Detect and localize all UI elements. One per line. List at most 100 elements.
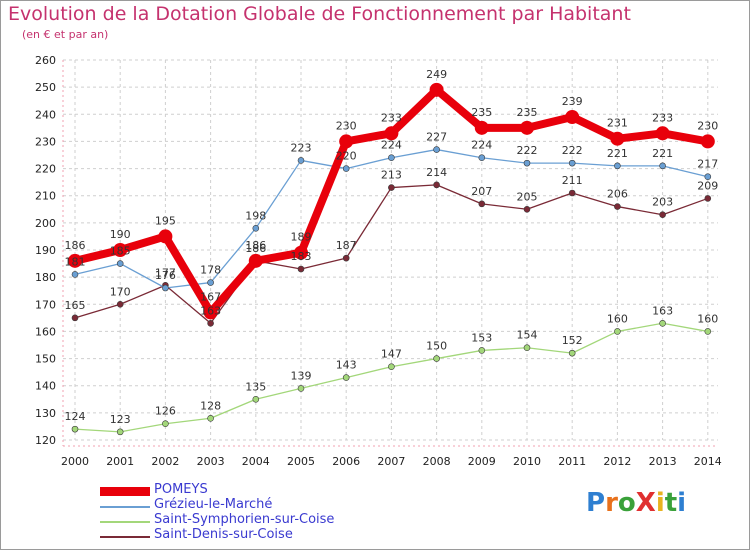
y-tick-label-260: 260 bbox=[35, 54, 56, 67]
data-label-saint-denis-sur-coise-2000: 165 bbox=[65, 299, 86, 312]
data-label-grezieu-le-marche-2000: 181 bbox=[65, 255, 86, 268]
legend-swatch-pomeys bbox=[100, 487, 150, 496]
y-tick-label-190: 190 bbox=[35, 244, 56, 257]
point-saint-symphorien-sur-coise-2005 bbox=[297, 385, 305, 392]
point-pomeys-2002 bbox=[158, 229, 173, 244]
data-label-saint-symphorien-sur-coise-2003: 128 bbox=[200, 399, 221, 412]
data-label-saint-symphorien-sur-coise-2005: 139 bbox=[291, 369, 312, 382]
data-label-pomeys-2014: 230 bbox=[697, 119, 718, 132]
data-label-saint-denis-sur-coise-2008: 214 bbox=[426, 166, 447, 179]
point-pomeys-2012 bbox=[610, 131, 625, 146]
x-tick-label-2009: 2009 bbox=[468, 455, 496, 468]
point-saint-denis-sur-coise-2011 bbox=[568, 189, 576, 197]
point-saint-denis-sur-coise-2007 bbox=[388, 184, 395, 191]
logo-letter: t bbox=[664, 488, 678, 518]
data-label-grezieu-le-marche-2012: 221 bbox=[607, 147, 628, 160]
point-grezieu-le-marche-2005 bbox=[297, 157, 305, 164]
point-saint-symphorien-sur-coise-2008 bbox=[433, 355, 440, 362]
data-label-pomeys-2012: 231 bbox=[607, 117, 628, 130]
data-label-pomeys-2003: 167 bbox=[200, 290, 221, 303]
point-saint-denis-sur-coise-2006 bbox=[342, 254, 350, 262]
data-label-pomeys-2004: 186 bbox=[245, 239, 266, 252]
data-label-pomeys-2013: 233 bbox=[652, 111, 673, 124]
point-grezieu-le-marche-2003 bbox=[207, 279, 214, 286]
data-label-pomeys-2000: 186 bbox=[65, 239, 86, 252]
point-saint-denis-sur-coise-2010 bbox=[523, 205, 531, 213]
data-label-layer: 186 190 195 167 186 189 230 233 249 235 235 239 231 2… bbox=[65, 68, 719, 426]
x-tick-label-2011: 2011 bbox=[558, 455, 586, 468]
point-saint-symphorien-sur-coise-2013 bbox=[659, 319, 666, 327]
point-grezieu-le-marche-2008 bbox=[433, 146, 440, 153]
data-label-saint-symphorien-sur-coise-2012: 160 bbox=[607, 312, 628, 325]
point-grezieu-le-marche-2004 bbox=[252, 224, 260, 232]
data-label-grezieu-le-marche-2009: 224 bbox=[471, 139, 492, 152]
data-label-grezieu-le-marche-2002: 176 bbox=[155, 269, 176, 282]
proxiti-logo: ProXiti bbox=[586, 488, 686, 518]
logo-letter: i bbox=[677, 488, 687, 518]
point-grezieu-le-marche-2006 bbox=[342, 165, 350, 172]
chart-title: Evolution de la Dotation Globale de Fonc… bbox=[8, 3, 631, 25]
point-pomeys-2007 bbox=[384, 126, 399, 141]
point-saint-symphorien-sur-coise-2003 bbox=[207, 414, 214, 422]
point-saint-symphorien-sur-coise-2000 bbox=[71, 425, 79, 433]
y-tick-label-250: 250 bbox=[35, 81, 56, 94]
point-pomeys-2000 bbox=[68, 253, 82, 268]
data-label-saint-denis-sur-coise-2009: 207 bbox=[471, 185, 492, 198]
data-label-saint-symphorien-sur-coise-2007: 147 bbox=[381, 348, 402, 361]
y-tick-label-200: 200 bbox=[35, 217, 56, 230]
data-label-saint-denis-sur-coise-2011: 211 bbox=[562, 174, 583, 187]
x-tick-label-2013: 2013 bbox=[649, 455, 677, 468]
point-saint-denis-sur-coise-2009 bbox=[478, 200, 486, 208]
data-label-saint-denis-sur-coise-2002: 177 bbox=[155, 266, 176, 279]
data-label-pomeys-2001: 190 bbox=[110, 228, 131, 241]
data-label-pomeys-2008: 249 bbox=[426, 68, 447, 81]
point-grezieu-le-marche-2014 bbox=[704, 173, 712, 181]
data-label-grezieu-le-marche-2013: 221 bbox=[652, 147, 673, 160]
point-pomeys-2009 bbox=[474, 120, 489, 135]
data-label-grezieu-le-marche-2005: 223 bbox=[291, 141, 312, 154]
data-label-grezieu-le-marche-2010: 222 bbox=[517, 144, 538, 157]
point-saint-symphorien-sur-coise-2002 bbox=[162, 420, 169, 428]
point-saint-symphorien-sur-coise-2006 bbox=[342, 374, 350, 381]
y-tick-label-130: 130 bbox=[35, 407, 56, 420]
point-grezieu-le-marche-2012 bbox=[614, 162, 621, 170]
data-label-saint-denis-sur-coise-2013: 203 bbox=[652, 196, 673, 209]
data-label-saint-symphorien-sur-coise-2004: 135 bbox=[245, 380, 266, 393]
data-label-saint-denis-sur-coise-2014: 209 bbox=[697, 179, 718, 192]
legend-label-pomeys: POMEYS bbox=[154, 482, 208, 497]
y-tick-label-170: 170 bbox=[35, 298, 56, 311]
point-saint-symphorien-sur-coise-2011 bbox=[568, 349, 576, 357]
data-label-saint-symphorien-sur-coise-2008: 150 bbox=[426, 340, 447, 353]
point-pomeys-2004 bbox=[248, 253, 263, 268]
data-label-saint-symphorien-sur-coise-2014: 160 bbox=[697, 312, 718, 325]
y-tick-label-240: 240 bbox=[35, 108, 56, 121]
x-tick-label-2010: 2010 bbox=[513, 455, 541, 468]
point-saint-symphorien-sur-coise-2012 bbox=[614, 328, 621, 335]
point-pomeys-2010 bbox=[520, 120, 534, 135]
data-label-saint-symphorien-sur-coise-2010: 154 bbox=[517, 329, 538, 342]
x-tick-label-2004: 2004 bbox=[242, 455, 270, 468]
y-tick-label-230: 230 bbox=[35, 135, 56, 148]
point-saint-symphorien-sur-coise-2014 bbox=[704, 328, 712, 335]
data-label-pomeys-2009: 235 bbox=[471, 106, 492, 119]
data-label-grezieu-le-marche-2014: 217 bbox=[697, 158, 718, 171]
legend-swatch-saint-symphorien bbox=[100, 521, 150, 523]
data-label-grezieu-le-marche-2011: 222 bbox=[562, 144, 583, 157]
point-saint-denis-sur-coise-2012 bbox=[614, 203, 621, 210]
y-tick-label-180: 180 bbox=[35, 271, 56, 284]
point-grezieu-le-marche-2009 bbox=[478, 154, 486, 162]
y-tick-label-160: 160 bbox=[35, 325, 56, 338]
y-tick-label-220: 220 bbox=[35, 163, 56, 176]
y-tick-label-120: 120 bbox=[35, 434, 56, 447]
data-label-saint-denis-sur-coise-2007: 213 bbox=[381, 169, 402, 182]
point-grezieu-le-marche-2013 bbox=[659, 162, 666, 170]
chart-subtitle: (en € et par an) bbox=[22, 28, 109, 41]
point-saint-denis-sur-coise-2008 bbox=[433, 181, 440, 189]
point-pomeys-2013 bbox=[655, 126, 670, 141]
x-tick-label-2008: 2008 bbox=[423, 455, 451, 468]
data-label-saint-denis-sur-coise-2005: 183 bbox=[291, 250, 312, 263]
point-pomeys-2011 bbox=[565, 110, 580, 124]
point-saint-symphorien-sur-coise-2009 bbox=[478, 347, 486, 354]
point-grezieu-le-marche-2002 bbox=[162, 284, 169, 292]
data-label-grezieu-le-marche-2007: 224 bbox=[381, 139, 402, 152]
